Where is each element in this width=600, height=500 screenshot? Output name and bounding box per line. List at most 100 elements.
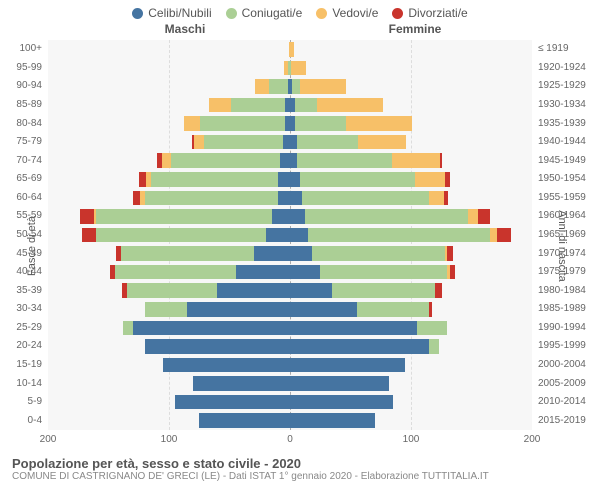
bar-segment: [290, 153, 297, 167]
female-bar: [290, 135, 532, 149]
bar-segment: [447, 246, 453, 260]
bar-segment: [82, 228, 97, 242]
legend-item-married: Coniugati/e: [226, 6, 303, 20]
bar-segment: [283, 135, 290, 149]
bar-segment: [346, 116, 413, 130]
bar-segment: [127, 283, 218, 297]
age-label: 35-39: [0, 286, 42, 296]
gender-headers: Maschi Femmine: [0, 20, 600, 36]
pyramid-row: [48, 135, 532, 149]
x-tick: 200: [524, 434, 541, 445]
birth-label: 1955-1959: [538, 193, 600, 203]
birth-label: 1980-1984: [538, 286, 600, 296]
bar-segment: [292, 79, 299, 93]
bar-segment: [357, 302, 430, 316]
birth-label: 1970-1974: [538, 249, 600, 259]
bar-segment: [312, 246, 445, 260]
legend: Celibi/Nubili Coniugati/e Vedovi/e Divor…: [0, 0, 600, 20]
pyramid-row: [48, 339, 532, 353]
age-label: 95-99: [0, 63, 42, 73]
bar-segment: [184, 116, 201, 130]
bar-segment: [302, 191, 429, 205]
female-bar: [290, 265, 532, 279]
bar-segment: [145, 302, 187, 316]
birth-label: 1935-1939: [538, 119, 600, 129]
age-label: 20-24: [0, 341, 42, 351]
birth-label: 1950-1954: [538, 174, 600, 184]
female-bar: [290, 395, 532, 409]
male-bar: [48, 246, 290, 260]
legend-label-widowed: Vedovi/e: [332, 6, 378, 20]
female-bar: [290, 116, 532, 130]
pyramid-row: [48, 358, 532, 372]
birth-label: 1990-1994: [538, 323, 600, 333]
age-label: 30-34: [0, 304, 42, 314]
age-label: 0-4: [0, 416, 42, 426]
pyramid-row: [48, 61, 532, 75]
header-male: Maschi: [70, 22, 300, 36]
bar-segment: [290, 339, 429, 353]
female-bar: [290, 42, 532, 56]
birth-label: 2005-2009: [538, 379, 600, 389]
birth-label: 1930-1934: [538, 100, 600, 110]
legend-item-divorced: Divorziati/e: [392, 6, 467, 20]
female-bar: [290, 98, 532, 112]
birth-label: 2000-2004: [538, 360, 600, 370]
bar-segment: [151, 172, 278, 186]
bar-segment: [468, 209, 478, 223]
age-label: 90-94: [0, 81, 42, 91]
bar-segment: [290, 413, 375, 427]
pyramid-row: [48, 283, 532, 297]
bar-segment: [300, 172, 415, 186]
bar-segment: [269, 79, 287, 93]
age-label: 15-19: [0, 360, 42, 370]
bar-segment: [187, 302, 290, 316]
bar-segment: [440, 153, 442, 167]
age-label: 80-84: [0, 119, 42, 129]
legend-item-widowed: Vedovi/e: [316, 6, 378, 20]
bar-segment: [290, 209, 305, 223]
pyramid-row: [48, 172, 532, 186]
bar-segment: [497, 228, 512, 242]
bar-segment: [121, 246, 254, 260]
pyramid-row: [48, 191, 532, 205]
bar-segment: [133, 191, 140, 205]
pyramid-row: [48, 153, 532, 167]
birth-label: 1945-1949: [538, 156, 600, 166]
bar-segment: [295, 116, 346, 130]
bar-segment: [272, 209, 290, 223]
bar-segment: [290, 395, 393, 409]
chart-area: Fasce di età Anni di nascita 100+95-9990…: [0, 36, 600, 456]
bar-segment: [115, 265, 236, 279]
pyramid-row: [48, 79, 532, 93]
bar-segment: [290, 172, 300, 186]
bar-segment: [254, 246, 290, 260]
bar-segment: [171, 153, 280, 167]
bar-segment: [290, 321, 417, 335]
pyramid-row: [48, 321, 532, 335]
age-label: 45-49: [0, 249, 42, 259]
bar-segment: [266, 228, 290, 242]
chart-title: Popolazione per età, sesso e stato civil…: [12, 456, 590, 471]
female-bar: [290, 61, 532, 75]
age-label: 70-74: [0, 156, 42, 166]
bar-segment: [96, 209, 271, 223]
pyramid-row: [48, 246, 532, 260]
bar-segment: [290, 283, 332, 297]
birth-label: 1975-1979: [538, 267, 600, 277]
bar-segment: [290, 358, 405, 372]
bar-segment: [217, 283, 290, 297]
bar-segment: [444, 191, 449, 205]
male-bar: [48, 265, 290, 279]
bar-segment: [445, 172, 450, 186]
age-label: 25-29: [0, 323, 42, 333]
male-bar: [48, 283, 290, 297]
pyramid-row: [48, 395, 532, 409]
bar-segment: [278, 172, 290, 186]
bar-segment: [278, 191, 290, 205]
male-bar: [48, 209, 290, 223]
x-tick: 100: [161, 434, 178, 445]
male-bar: [48, 228, 290, 242]
bar-segment: [300, 79, 346, 93]
male-bar: [48, 376, 290, 390]
